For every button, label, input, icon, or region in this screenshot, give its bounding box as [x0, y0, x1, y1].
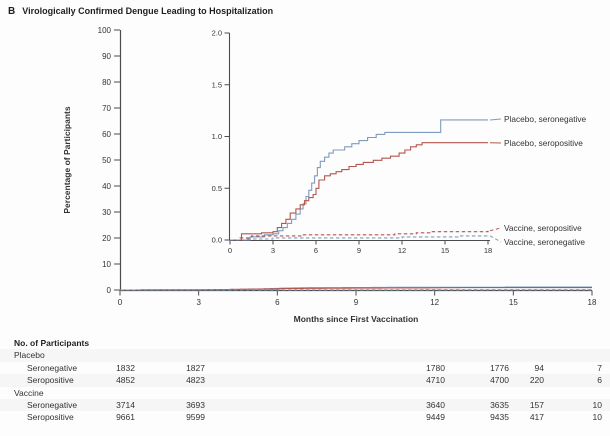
group-label: Vaccine	[14, 387, 44, 398]
inset-y-tick-label: 1.0	[212, 132, 222, 141]
row-value: 9449	[426, 412, 445, 423]
row-label: Seropositive	[27, 375, 74, 386]
table-title-row: No. of Participants	[0, 337, 610, 349]
row-value: 10	[592, 412, 602, 423]
table-row: Seropositive 4852 4823 4710 4700 220 6	[0, 374, 610, 387]
main-y-tick-label: 60	[102, 130, 111, 139]
inset-curve-3	[230, 235, 488, 241]
figure-title-bar: B Virologically Confirmed Dengue Leading …	[8, 6, 273, 17]
inset-curve-2	[230, 230, 489, 241]
inset-y-tick-label: 2.0	[212, 29, 222, 38]
inset-y-tick-label: 0.0	[212, 236, 222, 245]
main-x-tick-label: 12	[430, 298, 439, 307]
group-label: Placebo	[14, 350, 45, 361]
row-value: 4852	[116, 375, 135, 386]
inset-y-tick-label: 0.5	[212, 184, 222, 193]
row-value: 9661	[116, 412, 135, 423]
row-value: 6	[597, 375, 602, 386]
main-y-tick-label: 100	[98, 26, 112, 35]
row-label: Seropositive	[27, 412, 74, 423]
curve-label-3: Vaccine, seronegative	[504, 237, 585, 247]
main-x-tick-label: 18	[588, 298, 597, 307]
main-y-tick-label: 70	[102, 104, 111, 113]
panel-letter: B	[8, 6, 16, 17]
row-value: 1827	[186, 362, 205, 373]
row-value: 3640	[426, 399, 445, 410]
row-label: Seronegative	[27, 362, 78, 373]
row-value: 3635	[490, 399, 509, 410]
table-row: Seronegative 1832 1827 1780 1776 94 7	[0, 362, 610, 374]
table-row: Seronegative 3714 3693 3640 3635 157 10	[0, 398, 610, 412]
row-value: 4823	[186, 375, 205, 386]
row-value: 9599	[186, 412, 205, 423]
main-x-tick-label: 0	[118, 298, 123, 307]
main-y-tick-label: 90	[102, 52, 111, 61]
main-y-tick-label: 50	[102, 156, 111, 165]
main-y-tick-label: 20	[102, 234, 111, 243]
curve-label-1: Placebo, seropositive	[504, 138, 583, 148]
curve-label-leader-3	[489, 235, 502, 243]
inset-x-tick-label: 12	[398, 246, 406, 255]
row-value: 9435	[490, 412, 509, 423]
main-y-tick-label: 40	[102, 182, 111, 191]
inset-x-tick-label: 18	[484, 246, 492, 255]
row-value: 3714	[116, 399, 135, 410]
row-value: 3693	[186, 399, 205, 410]
main-x-tick-label: 15	[509, 298, 518, 307]
row-value: 1776	[490, 362, 509, 373]
row-value: 1832	[116, 362, 135, 373]
curve-label-leader-2	[489, 227, 502, 232]
inset-x-tick-label: 15	[441, 246, 449, 255]
main-x-tick-label: 3	[196, 298, 201, 307]
curve-label-0: Placebo, seronegative	[504, 114, 586, 124]
row-value: 7	[597, 362, 602, 373]
row-value: 220	[529, 375, 544, 386]
curve-label-leader-0	[489, 118, 502, 121]
row-value: 1780	[426, 362, 445, 373]
inset-x-tick-label: 6	[314, 246, 318, 255]
main-y-axis-title: Percentage of Participants	[62, 106, 72, 214]
participants-table: No. of Participants Placebo Seronegative…	[0, 337, 610, 424]
main-y-tick-label: 30	[102, 208, 111, 217]
inset-x-tick-label: 0	[228, 246, 232, 255]
main-x-axis-title: Months since First Vaccination	[294, 314, 419, 324]
row-label: Seronegative	[27, 399, 78, 410]
row-value: 4710	[426, 375, 445, 386]
inset-y-tick-label: 1.5	[212, 80, 222, 89]
inset-x-tick-label: 9	[357, 246, 361, 255]
table-row: Seropositive 9661 9599 9449 9435 417 10	[0, 411, 610, 423]
row-value: 157	[529, 399, 544, 410]
inset-curve-0	[230, 119, 488, 241]
inset-x-tick-label: 3	[271, 246, 275, 255]
table-group-row: Placebo	[0, 349, 610, 362]
table-title: No. of Participants	[14, 338, 90, 348]
main-y-tick-label: 0	[107, 286, 112, 295]
figure-title: Virologically Confirmed Dengue Leading t…	[22, 6, 274, 16]
curve-label-2: Vaccine, seropositive	[504, 223, 582, 233]
main-y-tick-label: 80	[102, 78, 111, 87]
row-value: 4700	[490, 375, 509, 386]
main-y-tick-label: 10	[102, 260, 111, 269]
table-group-row: Vaccine	[0, 387, 610, 399]
row-value: 94	[534, 362, 544, 373]
main-x-tick-label: 6	[275, 298, 280, 307]
row-value: 10	[592, 399, 602, 410]
inset-curve-1	[230, 142, 488, 241]
row-value: 417	[529, 412, 544, 423]
main-x-tick-label: 9	[354, 298, 359, 307]
